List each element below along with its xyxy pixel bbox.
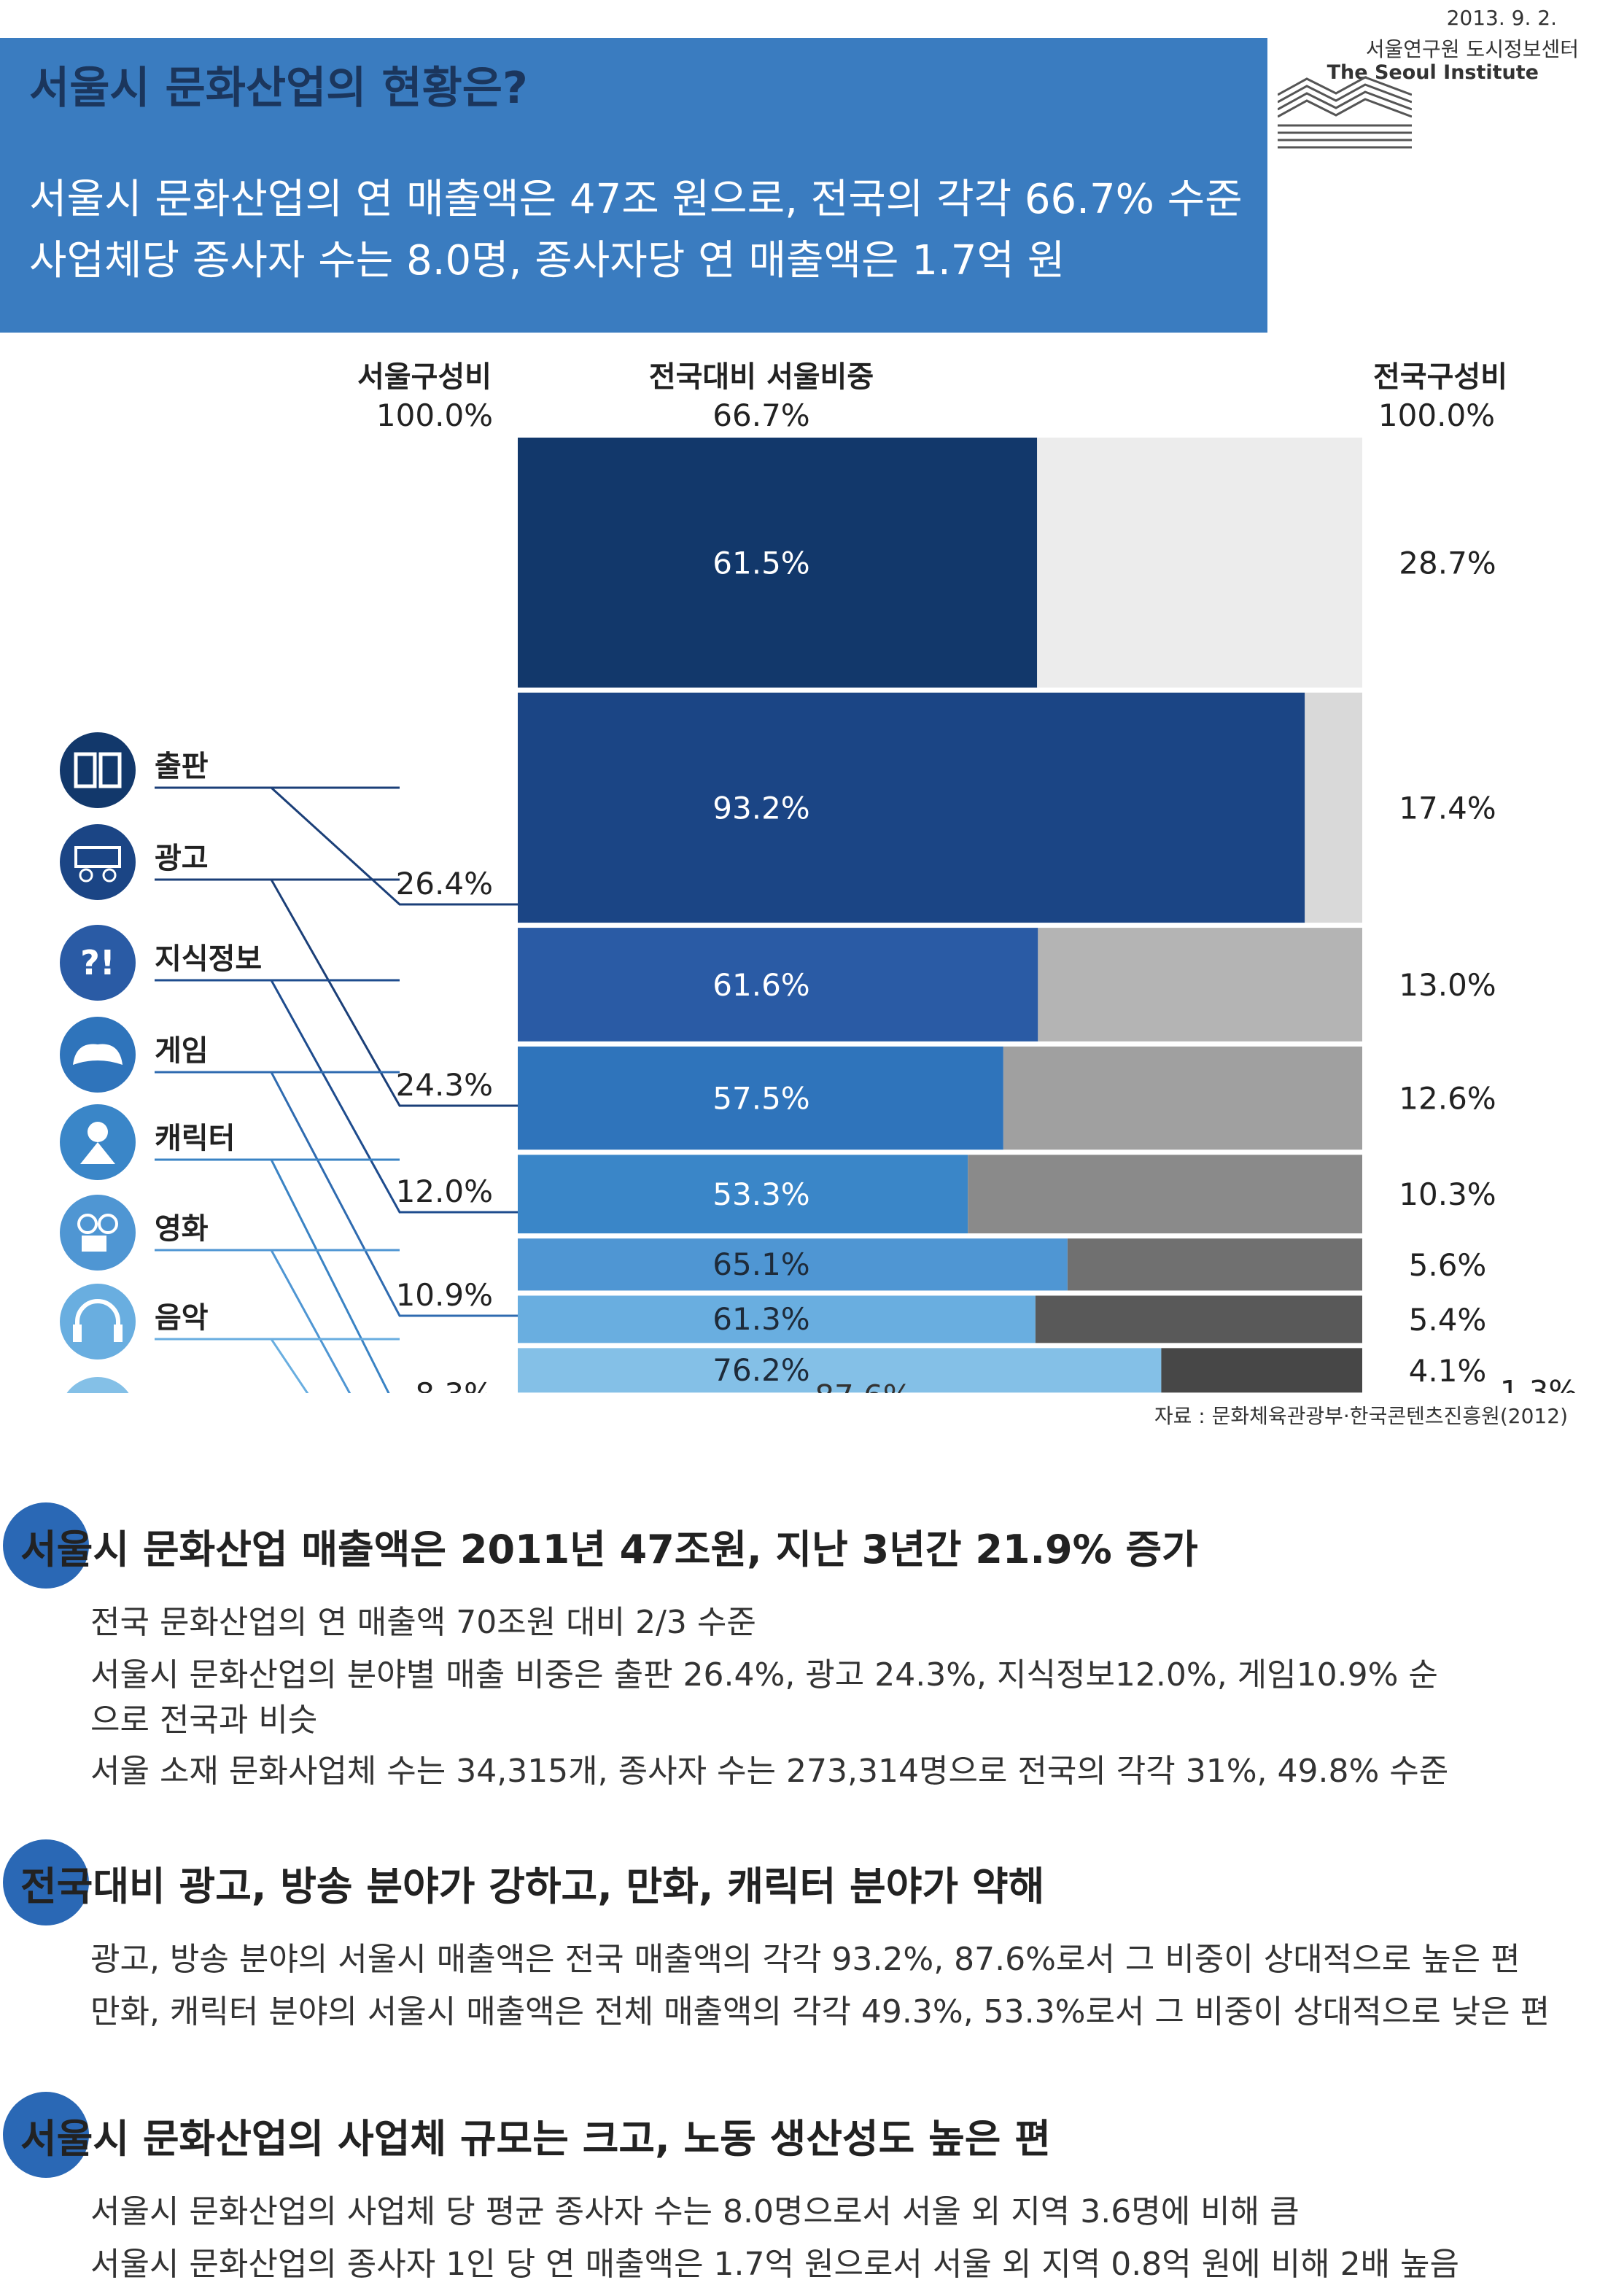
section-bullet-line: 서울시 문화산업의 사업체 당 평균 종사자 수는 8.0명으로서 서울 외 지… [90, 2193, 1300, 2230]
bar-seoul-4 [518, 1155, 968, 1234]
col-total-national-share: 100.0% [1378, 397, 1495, 433]
seoul-share-label-0: 26.4% [396, 866, 493, 901]
bar-rest-2 [1038, 928, 1362, 1042]
category-label-3: 게임 [155, 1034, 209, 1068]
bar-rest-1 [1305, 692, 1362, 923]
section-title: 서울시 문화산업 매출액은 2011년 47조원, 지난 3년간 21.9% 증… [20, 1527, 1198, 1572]
svg-text:?!: ?! [80, 943, 115, 982]
bar-seoul-2 [518, 928, 1038, 1042]
category-label-0: 출판 [155, 750, 209, 783]
section-bullet-line: 전국 문화산업의 연 매출액 70조원 대비 2/3 수준 [90, 1604, 756, 1641]
book-icon [60, 732, 136, 808]
category-label-6: 음악 [155, 1301, 209, 1335]
bar-rest-6 [1035, 1295, 1362, 1343]
category-label-2: 지식정보 [155, 942, 262, 976]
section-title: 서울시 문화산업의 사업체 규모는 크고, 노동 생산성도 높은 편 [20, 2116, 1051, 2162]
section-bullet-line: 서울 소재 문화사업체 수는 34,315개, 종사자 수는 273,314명으… [90, 1753, 1449, 1790]
ratio-label-4: 53.3% [712, 1176, 809, 1212]
section-marker-circle [3, 1839, 89, 1925]
headphones-icon [60, 1284, 136, 1360]
ratio-label-6: 61.3% [712, 1301, 809, 1337]
section-bullet-line: 서울시 문화산업의 분야별 매출 비중은 출판 26.4%, 광고 24.3%,… [90, 1656, 1438, 1694]
ratio-label-0: 61.5% [712, 545, 809, 581]
seoul-share-label-3: 10.9% [396, 1277, 493, 1313]
ratio-label-2: 61.6% [712, 967, 809, 1003]
section-bullet-line: 만화, 캐릭터 분야의 서울시 매출액은 전체 매출액의 각각 49.3%, 5… [90, 1993, 1550, 2031]
summary-line-2: 사업체당 종사자 수는 8.0명, 종사자당 연 매출액은 1.7억 원 [29, 237, 1065, 284]
national-share-label-1: 17.4% [1399, 790, 1496, 826]
col-header-ratio: 전국대비 서울비중 [649, 360, 874, 394]
category-label-5: 영화 [155, 1212, 209, 1246]
ratio-label-5: 65.1% [712, 1246, 809, 1282]
col-total-seoul-share: 100.0% [376, 397, 493, 433]
header-banner [0, 38, 1267, 333]
col-header-seoul-share: 서울구성비 [357, 360, 492, 394]
connector-0 [155, 786, 518, 906]
seoul-share-label-2: 12.0% [396, 1174, 493, 1209]
section-bullet-line: 서울시 문화산업의 종사자 1인 당 연 매출액은 1.7억 원으로서 서울 외… [90, 2246, 1459, 2283]
ratio-label-7: 76.2% [712, 1352, 809, 1388]
bar-seoul-6 [518, 1295, 1036, 1343]
chart-canvas: 서울구성비 100.0% 전국대비 서울비중 66.7% 전국구성비 100.0… [60, 360, 1578, 1724]
character-icon [60, 1104, 136, 1180]
ratio-label-1: 93.2% [712, 790, 809, 826]
question-exclamation-icon: ?! [60, 925, 136, 1001]
seoul-institute-logo [1278, 76, 1412, 149]
money-icon [60, 824, 136, 900]
ratio-label-8: 87.6% [815, 1378, 912, 1393]
national-share-label-5: 5.6% [1409, 1247, 1487, 1283]
bar-rest-5 [1067, 1238, 1362, 1291]
bar-seoul-7 [518, 1348, 1162, 1393]
culture-industry-chart: 서울구성비 100.0% 전국대비 서울비중 66.7% 전국구성비 100.0… [0, 343, 1608, 1724]
national-share-label-3: 12.6% [1399, 1081, 1496, 1117]
film-camera-icon [60, 1195, 136, 1271]
presentation-icon [60, 1377, 136, 1453]
section-title: 전국대비 광고, 방송 분야가 강하고, 만화, 캐릭터 분야가 약해 [20, 1863, 1045, 1909]
section-marker-circle [3, 2092, 89, 2178]
national-share-label-7: 4.1% [1409, 1353, 1487, 1389]
seoul-share-label-4: 8.3% [415, 1376, 493, 1393]
bar-seoul-5 [518, 1238, 1068, 1291]
bar-seoul-0 [518, 438, 1038, 688]
section-bullet-line: 광고, 방송 분야의 서울시 매출액은 전국 매출액의 각각 93.2%, 87… [90, 1941, 1520, 1978]
connector-1 [155, 878, 518, 1107]
bar-seoul-1 [518, 692, 1305, 923]
national-share-label-4: 10.3% [1399, 1176, 1496, 1212]
national-share-label-0: 28.7% [1399, 545, 1496, 581]
col-total-ratio: 66.7% [712, 397, 809, 433]
bar-rest-0 [1037, 438, 1362, 688]
source-note: 자료 : 문화체육관광부·한국콘텐츠진흥원(2012) [1154, 1404, 1568, 1428]
national-share-label-2: 13.0% [1399, 967, 1496, 1003]
page-title: 서울시 문화산업의 현황은? [29, 63, 528, 114]
section-marker-circle [3, 1502, 89, 1589]
category-label-4: 캐릭터 [155, 1122, 235, 1155]
connector-2 [155, 979, 518, 1214]
summary-line-1: 서울시 문화산업의 연 매출액은 47조 원으로, 전국의 각각 66.7% 수… [29, 176, 1243, 223]
col-header-national-share: 전국구성비 [1373, 360, 1507, 394]
ratio-label-3: 57.5% [712, 1081, 809, 1117]
gamepad-icon [60, 1017, 136, 1093]
bar-seoul-3 [518, 1046, 1003, 1150]
org-name-korean: 서울연구원 도시정보센터 [1365, 37, 1579, 61]
connector-3 [155, 1071, 518, 1317]
section-bullet-line: 으로 전국과 비슷 [90, 1702, 318, 1739]
connector-5 [155, 1249, 518, 1486]
bar-rest-4 [968, 1155, 1362, 1234]
category-label-1: 광고 [155, 842, 209, 875]
national-share-label-8: 1.3% [1500, 1373, 1578, 1393]
bar-rest-3 [1003, 1046, 1362, 1150]
date-text: 2013. 9. 2. [1446, 6, 1557, 30]
bar-rest-7 [1161, 1348, 1362, 1393]
seoul-share-label-1: 24.3% [396, 1067, 493, 1103]
national-share-label-6: 5.4% [1409, 1302, 1487, 1338]
